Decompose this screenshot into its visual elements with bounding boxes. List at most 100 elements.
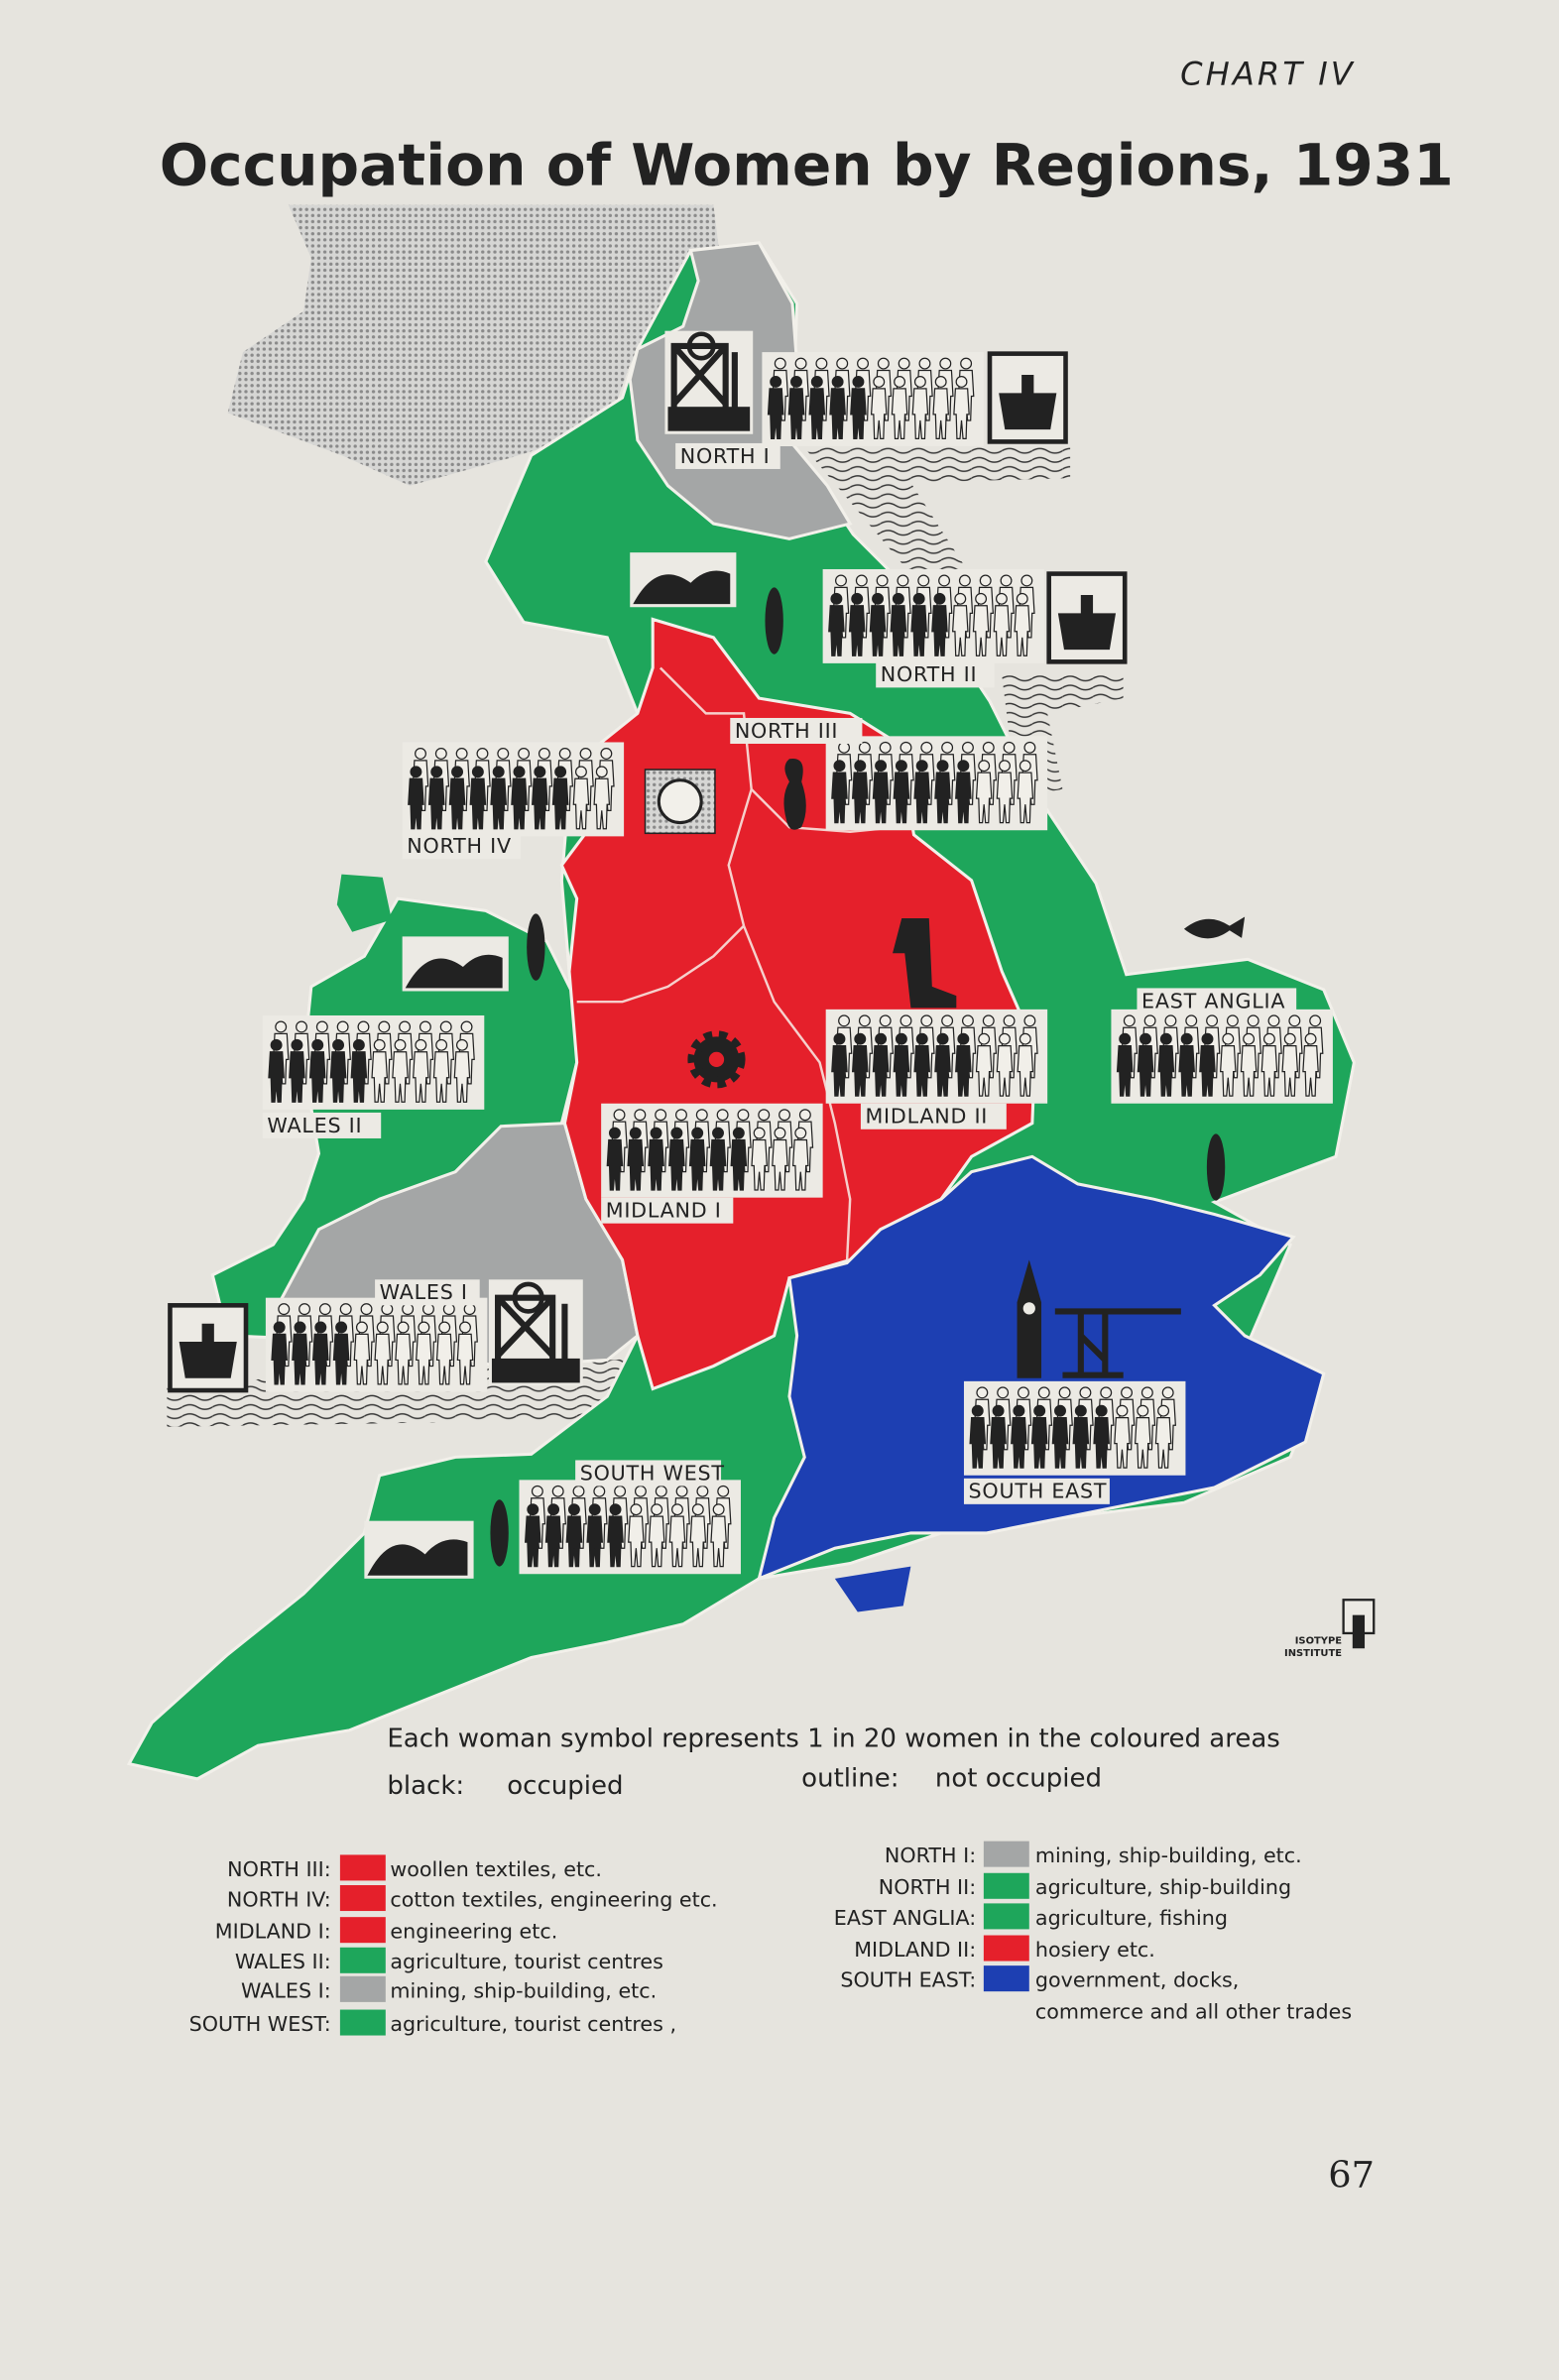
woman-symbol-not-occupied	[416, 1321, 432, 1385]
woman-symbol-not-occupied	[1240, 1032, 1258, 1097]
legend-description: agriculture, ship-building	[1035, 1875, 1291, 1899]
note-outline-label: outline:	[801, 1764, 899, 1794]
woman-symbol-not-occupied	[911, 375, 929, 439]
legend-item: SOUTH WEST: agriculture, tourist centres …	[189, 2009, 676, 2036]
note-line1: Each woman symbol represents 1 in 20 wom…	[387, 1725, 1280, 1754]
industry-icons	[168, 330, 1246, 1579]
legend-description: agriculture, tourist centres	[390, 1950, 663, 1973]
region-label: NORTH II	[881, 662, 978, 686]
mine-headframe-icon	[664, 330, 754, 434]
legend-description: mining, ship-building, etc.	[1035, 1844, 1302, 1867]
woman-symbol-occupied	[893, 1032, 910, 1097]
woman-symbol-not-occupied	[972, 592, 990, 656]
region-label-background	[963, 1478, 1110, 1504]
region-label: WALES II	[267, 1114, 362, 1137]
woman-symbol-occupied	[308, 1038, 326, 1103]
woman-symbol-occupied	[990, 1404, 1007, 1469]
woman-symbol-occupied	[767, 375, 784, 439]
legend-region-label: EAST ANGLIA:	[834, 1906, 976, 1930]
isotype-logo: ISOTYPE INSTITUTE	[1284, 1599, 1376, 1659]
symbol-key-note: Each woman symbol represents 1 in 20 wom…	[387, 1725, 1280, 1801]
woman-symbol-not-occupied	[456, 1321, 474, 1385]
region-label: NORTH IV	[407, 834, 512, 858]
woman-symbol-occupied	[955, 760, 972, 824]
legend-color-swatch	[339, 1917, 386, 1944]
woman-symbol-occupied	[448, 766, 466, 830]
region-label-background	[860, 1103, 1007, 1130]
legend-item: SOUTH EAST: government, docks,	[840, 1965, 1239, 1992]
logo-line1: ISOTYPE	[1295, 1636, 1343, 1647]
woman-symbol-occupied	[648, 1127, 664, 1191]
legend-color-swatch	[983, 1872, 1029, 1899]
gear-icon	[687, 1030, 746, 1089]
ship-icon	[987, 351, 1068, 444]
legend-description: engineering etc.	[390, 1920, 557, 1944]
region-block: NORTH IV	[402, 742, 625, 860]
woman-symbol-occupied	[606, 1127, 624, 1191]
woman-symbol-occupied	[268, 1038, 285, 1103]
woman-symbol-occupied	[1157, 1032, 1175, 1097]
woman-symbol-not-occupied	[572, 766, 590, 830]
region-block: MIDLAND I	[601, 1103, 823, 1224]
legend-color-swatch	[339, 1975, 386, 2002]
region-borders	[576, 666, 897, 1260]
woman-symbol-occupied	[332, 1321, 350, 1385]
woman-symbol-not-occupied	[1302, 1032, 1319, 1097]
woman-symbol-not-occupied	[975, 760, 993, 824]
region-block: SOUTH WEST	[519, 1460, 741, 1575]
hills-icon	[402, 936, 509, 992]
woman-symbol-occupied	[532, 766, 548, 830]
note-black-meaning: occupied	[507, 1771, 623, 1801]
sea-waves-east	[804, 447, 1124, 797]
legend-region-label: SOUTH WEST:	[189, 2012, 331, 2036]
woman-symbol-occupied	[872, 1032, 890, 1097]
woman-symbol-not-occupied	[1017, 760, 1034, 824]
legend-description: agriculture, fishing	[1035, 1906, 1228, 1930]
legend-color-swatch	[339, 2009, 386, 2036]
woman-symbol-not-occupied	[353, 1321, 371, 1385]
logo-line2: INSTITUTE	[1284, 1648, 1342, 1659]
legend-item: WALES I: mining, ship-building, etc.	[241, 1975, 657, 2002]
woman-symbol-not-occupied	[1014, 592, 1031, 656]
woman-symbol-occupied	[1072, 1404, 1090, 1469]
legend-item: NORTH I: mining, ship-building, etc.	[885, 1841, 1302, 1867]
woman-symbol-occupied	[931, 592, 948, 656]
legend-item: NORTH IV: cotton textiles, engineering et…	[227, 1885, 718, 1911]
woman-symbol-occupied	[808, 375, 826, 439]
woman-symbol-occupied	[850, 375, 867, 439]
region-label-background	[876, 661, 995, 688]
woman-symbol-occupied	[544, 1503, 562, 1568]
woman-symbol-occupied	[934, 1032, 951, 1097]
woman-symbol-occupied	[329, 1038, 347, 1103]
woman-symbol-occupied	[271, 1321, 288, 1385]
woman-symbol-occupied	[869, 592, 887, 656]
woman-symbol-not-occupied	[593, 766, 611, 830]
woman-symbol-not-occupied	[628, 1503, 645, 1568]
hills-icon	[364, 1520, 474, 1579]
woman-symbol-occupied	[565, 1503, 583, 1568]
woman-symbol-not-occupied	[953, 375, 970, 439]
isle-of-wight	[834, 1566, 911, 1612]
legend-color-swatch	[983, 1965, 1029, 1992]
isotype-logo-figure	[1352, 1614, 1366, 1649]
woman-symbol-not-occupied	[371, 1038, 388, 1103]
woman-symbol-occupied	[1051, 1404, 1069, 1469]
region-label-background	[601, 1197, 734, 1224]
woman-symbol-not-occupied	[791, 1127, 809, 1191]
woman-symbol-not-occupied	[751, 1127, 768, 1191]
legend-region-label: WALES I:	[241, 1978, 331, 2002]
legend-continuation: commerce and all other trades	[1035, 2000, 1352, 2024]
woman-symbol-occupied	[787, 375, 805, 439]
woman-symbol-occupied	[829, 375, 846, 439]
legend-region-label: MIDLAND I:	[215, 1920, 331, 1944]
woman-symbol-occupied	[1116, 1032, 1134, 1097]
woman-symbol-occupied	[848, 592, 866, 656]
woman-symbol-not-occupied	[1114, 1404, 1131, 1469]
region-block: WALES II	[262, 1014, 485, 1138]
ship-icon	[1046, 571, 1128, 664]
woman-symbol-occupied	[289, 1038, 305, 1103]
note-black-label: black:	[387, 1771, 464, 1801]
wheat-icon	[490, 587, 1226, 1567]
region-block: WALES I	[265, 1279, 488, 1392]
